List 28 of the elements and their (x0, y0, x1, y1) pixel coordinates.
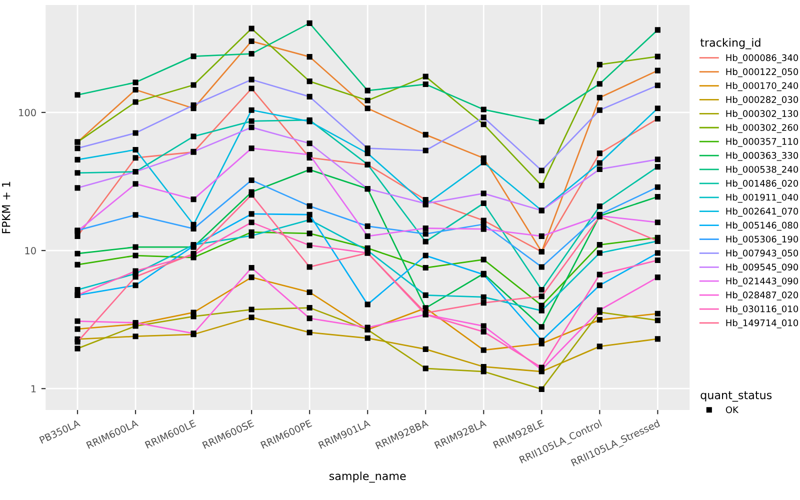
legend-label: Hb_028487_020 (726, 291, 798, 300)
legend-label: Hb_000282_030 (726, 96, 798, 105)
legend-label: Hb_000122_050 (726, 68, 798, 78)
legend-label: Hb_000170_240 (726, 82, 798, 92)
text: OK (726, 406, 739, 414)
legend-label: Hb_000302_130 (726, 110, 798, 119)
legend-label: Hb_000357_110 (726, 138, 798, 147)
legend-label: Hb_000302_260 (726, 124, 798, 133)
legend-label: Hb_000538_240 (726, 166, 798, 175)
legend-label: Hb_001911_040 (726, 194, 798, 203)
legend-label: Hb_005306_190 (726, 236, 798, 245)
y-tick-label: 10 (25, 247, 36, 254)
legend-label: Hb_001486_020 (726, 180, 798, 189)
legend-label: Hb_000363_330 (726, 152, 798, 161)
legend-label: Hb_030116_010 (726, 305, 798, 314)
legend-label: Hb_009545_090 (726, 263, 798, 272)
y-tick-label: 1 (31, 385, 36, 392)
y-axis-title: FPKM + 1 (2, 182, 10, 234)
x-axis-title: sample_name (329, 472, 406, 483)
legend-label: Hb_005146_080 (726, 222, 798, 231)
legend-label: Hb_000086_340 (726, 54, 798, 64)
legend-label: Hb_007943_050 (726, 250, 798, 258)
legend-label: Hb_149714_010 (726, 319, 798, 328)
legend-label: Hb_021443_090 (726, 277, 798, 286)
text: quant_status (700, 391, 772, 402)
y-tick-label: 100 (19, 108, 36, 116)
legend-title: tracking_id (700, 38, 760, 50)
legend-label: Hb_002641_070 (726, 208, 798, 217)
